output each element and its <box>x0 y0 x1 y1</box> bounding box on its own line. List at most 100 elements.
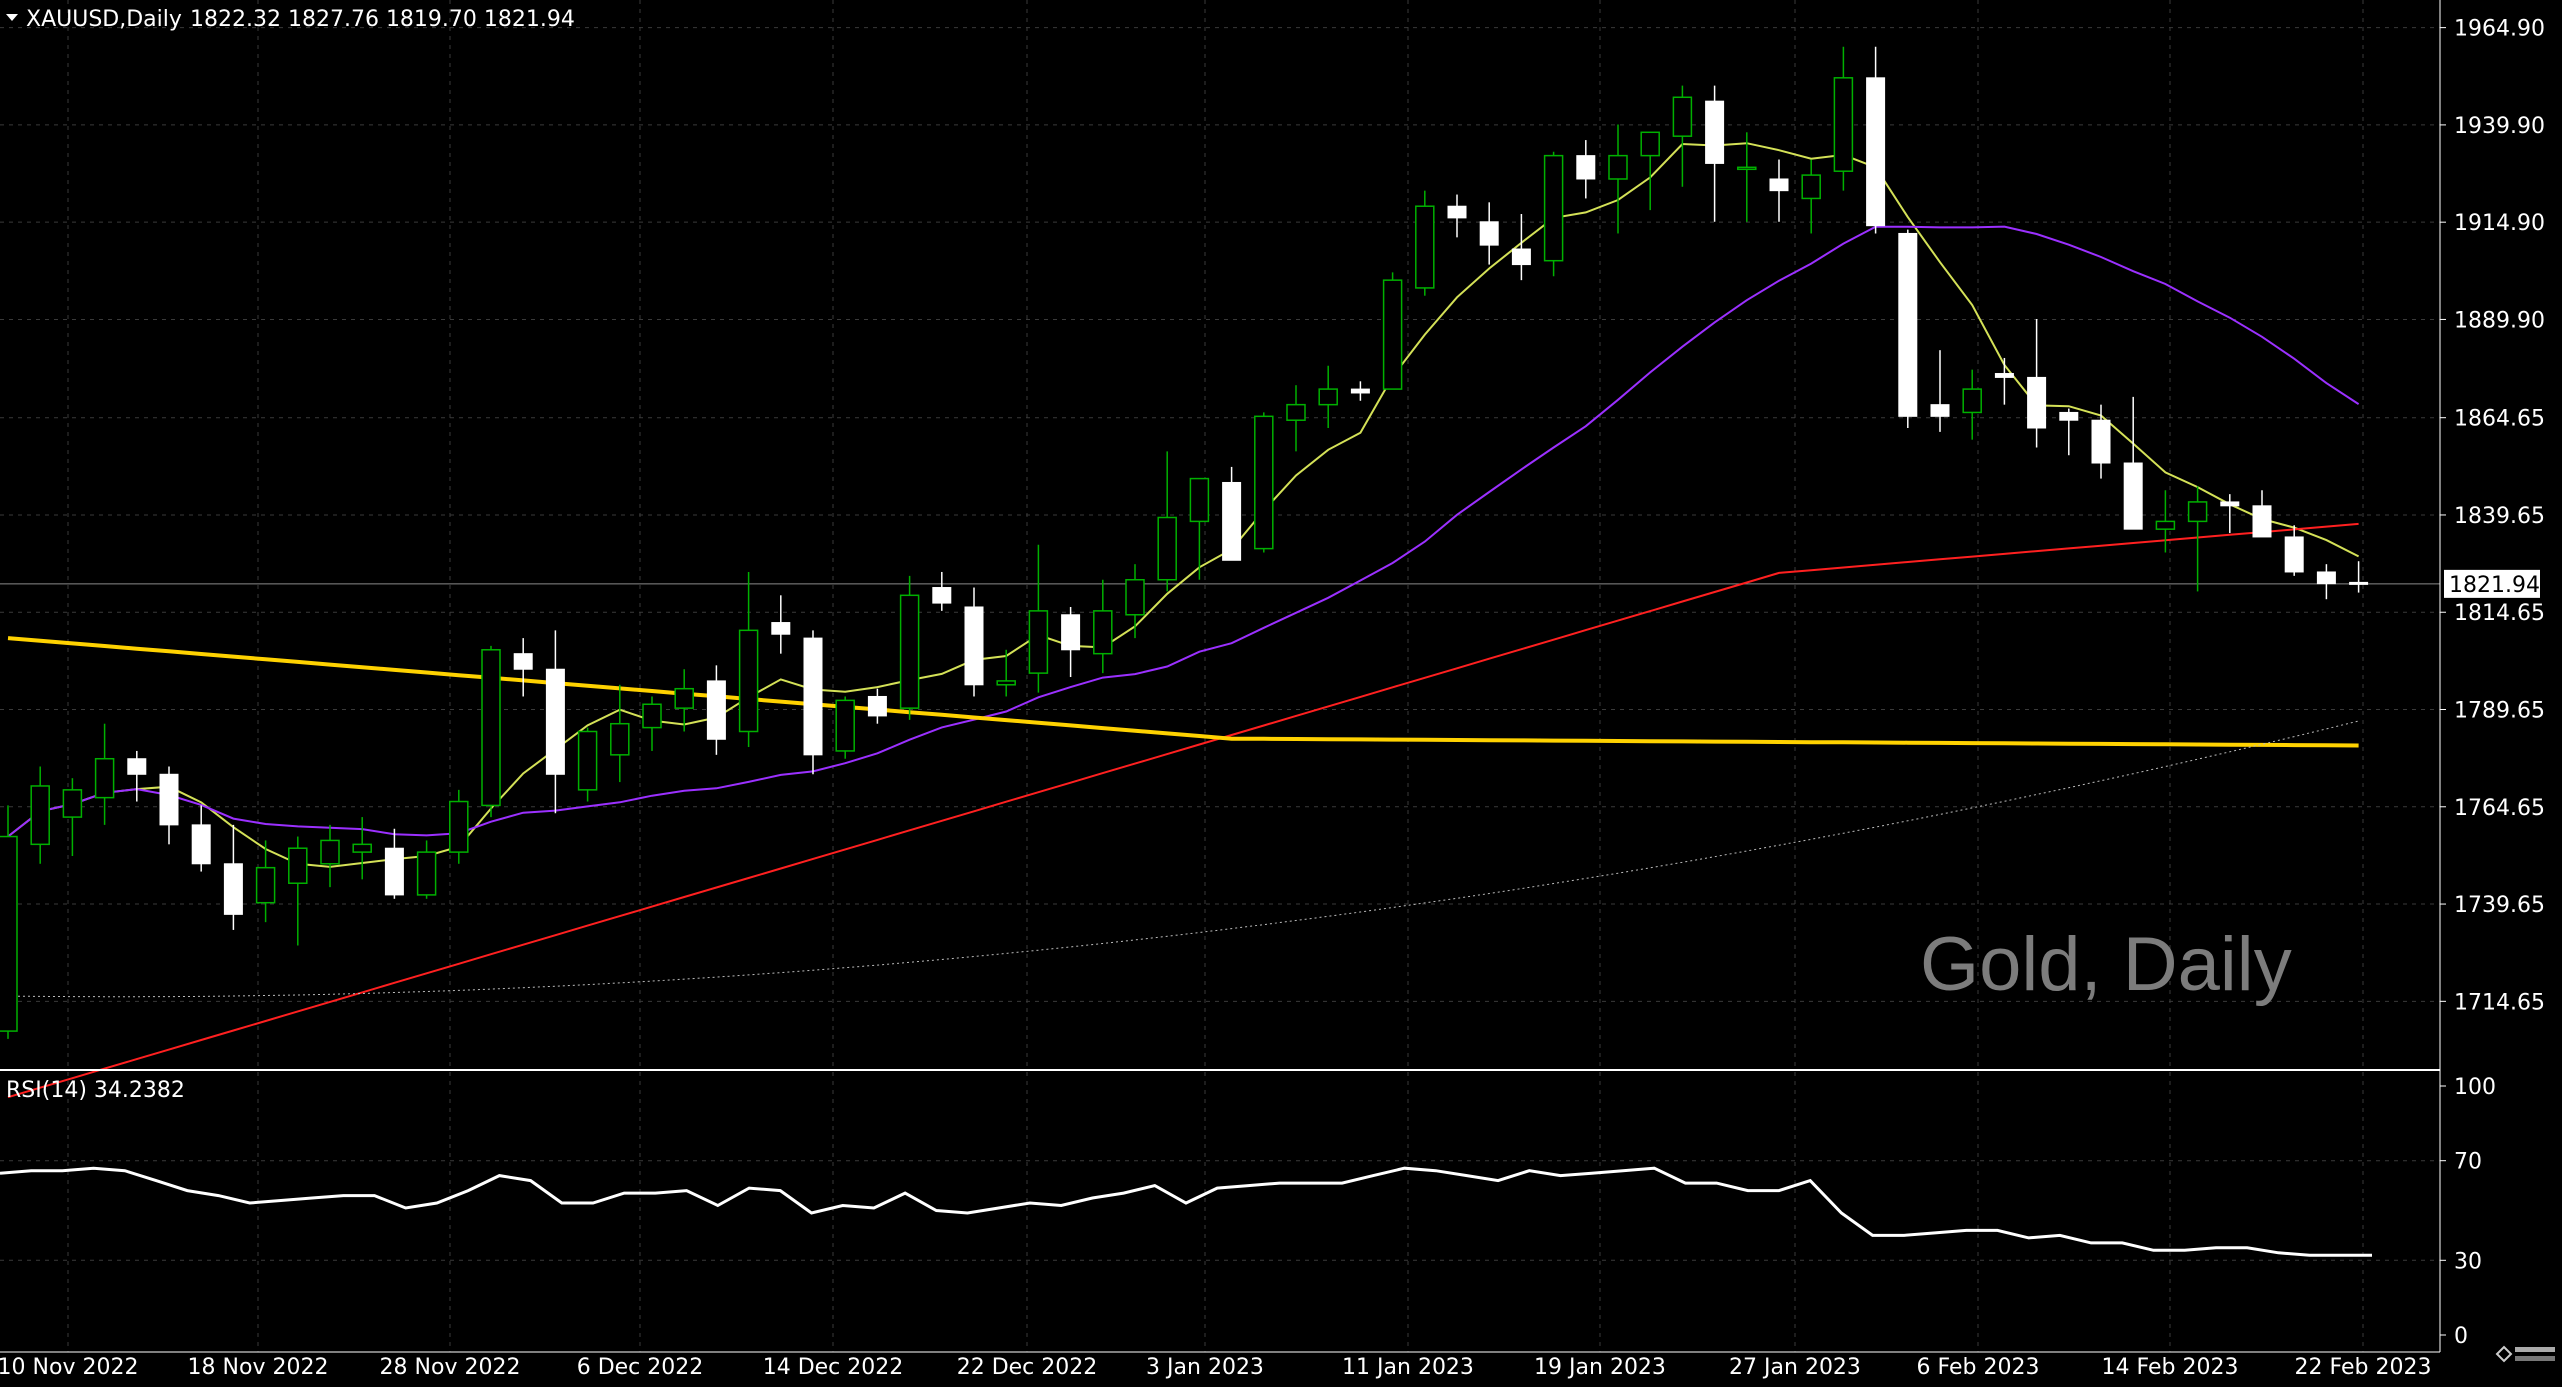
x-tick-label: 22 Dec 2022 <box>957 1355 1098 1380</box>
candle-bear[interactable] <box>2220 501 2240 507</box>
candle-bull[interactable] <box>1737 166 1757 171</box>
candle-bear[interactable] <box>1350 388 1370 394</box>
candle-bull[interactable] <box>320 839 340 865</box>
candle-bear[interactable] <box>1511 248 1531 266</box>
candle-bear[interactable] <box>2284 536 2304 573</box>
candlestick-series[interactable] <box>0 46 2369 1039</box>
y-tick-label: 1964.90 <box>2454 17 2545 42</box>
candle-bull[interactable] <box>481 649 501 807</box>
candle-bear[interactable] <box>803 637 823 756</box>
candle-bear[interactable] <box>1479 221 1499 246</box>
candle-bear[interactable] <box>1994 373 2014 378</box>
y-tick-label: 1864.65 <box>2454 407 2545 432</box>
candle-bull[interactable] <box>1318 388 1338 406</box>
candle-bull[interactable] <box>255 866 276 904</box>
candle-bull[interactable] <box>610 722 630 756</box>
candle-bull[interactable] <box>674 687 694 709</box>
rsi-tick-label: 30 <box>2454 1249 2482 1274</box>
candle-bear[interactable] <box>932 587 952 604</box>
candle-bear[interactable] <box>2349 581 2369 585</box>
candle-bull[interactable] <box>1543 154 1564 262</box>
candle-bull[interactable] <box>0 835 18 1032</box>
current-price-label: 1821.94 <box>2449 573 2540 598</box>
x-tick-label: 28 Nov 2022 <box>380 1355 521 1380</box>
candle-bear[interactable] <box>1866 77 1886 227</box>
candle-bull[interactable] <box>1672 96 1693 137</box>
candle-bull[interactable] <box>2155 520 2176 530</box>
x-tick-label: 14 Feb 2023 <box>2102 1355 2239 1380</box>
x-tick-label: 22 Feb 2023 <box>2295 1355 2432 1380</box>
candle-bull[interactable] <box>1028 610 1049 674</box>
x-tick-label: 10 Nov 2022 <box>0 1355 138 1380</box>
candle-bear[interactable] <box>1222 481 1242 561</box>
candle-bear[interactable] <box>1705 100 1725 164</box>
candle-bear[interactable] <box>2091 419 2111 464</box>
candle-bear[interactable] <box>384 847 404 896</box>
candle-bull[interactable] <box>899 594 920 709</box>
symbol-dropdown-icon[interactable] <box>6 14 18 21</box>
rsi-indicator-label: RSI(14) 34.2382 <box>6 1078 185 1103</box>
x-tick-label: 6 Feb 2023 <box>1917 1355 2040 1380</box>
candle-bull[interactable] <box>416 851 437 896</box>
candle-bear[interactable] <box>127 758 147 775</box>
candle-bear[interactable] <box>1576 155 1596 180</box>
rsi-tick-label: 100 <box>2454 1075 2496 1100</box>
candle-bear[interactable] <box>191 824 211 865</box>
candle-bull[interactable] <box>835 699 855 752</box>
candle-bull[interactable] <box>1415 205 1435 289</box>
candle-bull[interactable] <box>288 847 308 884</box>
candle-bear[interactable] <box>706 680 726 740</box>
candle-bull[interactable] <box>1608 154 1628 180</box>
candle-bull[interactable] <box>352 843 372 853</box>
candle-bear[interactable] <box>2316 571 2336 585</box>
x-tick-label: 11 Jan 2023 <box>1342 1355 1474 1380</box>
candle-bear[interactable] <box>1061 614 1081 651</box>
candle-bull[interactable] <box>1962 388 1982 414</box>
current-price-box <box>2444 569 2540 598</box>
candle-bear[interactable] <box>1930 404 1950 417</box>
candle-bull[interactable] <box>2187 501 2208 523</box>
candle-bull[interactable] <box>1640 131 1660 157</box>
y-tick-label: 1789.65 <box>2454 699 2545 724</box>
candle-bear[interactable] <box>2027 376 2047 429</box>
y-tick-label: 1914.90 <box>2454 211 2545 236</box>
current-price-marker: 1821.94 <box>2444 569 2540 598</box>
x-tick-label: 3 Jan 2023 <box>1146 1355 1264 1380</box>
candle-bull[interactable] <box>1157 516 1177 581</box>
candle-bear[interactable] <box>2059 411 2079 421</box>
candle-bear[interactable] <box>771 622 791 635</box>
candle-bear[interactable] <box>1898 232 1918 417</box>
candle-bear[interactable] <box>513 653 533 670</box>
candle-bull[interactable] <box>62 789 83 818</box>
candle-bull[interactable] <box>642 703 662 729</box>
candle-bear[interactable] <box>2123 462 2143 530</box>
candle-bull[interactable] <box>1125 578 1145 616</box>
candle-bear[interactable] <box>2252 505 2272 538</box>
candle-bear[interactable] <box>964 606 984 686</box>
candle-bull[interactable] <box>30 785 50 846</box>
candle-bull[interactable] <box>577 730 598 791</box>
y-tick-label: 1839.65 <box>2454 504 2545 529</box>
candle-bull[interactable] <box>1801 174 1821 200</box>
candle-bull[interactable] <box>996 680 1016 686</box>
candle-bear[interactable] <box>867 695 887 717</box>
candle-bear[interactable] <box>159 773 179 826</box>
candle-bear[interactable] <box>545 668 565 775</box>
candle-bull[interactable] <box>1382 279 1403 390</box>
candle-bull[interactable] <box>1189 477 1210 523</box>
candle-bull[interactable] <box>1286 403 1306 421</box>
grid-lines <box>0 0 2440 1352</box>
candle-bull[interactable] <box>1254 415 1274 550</box>
candle-bull[interactable] <box>94 757 115 799</box>
candle-bull[interactable] <box>1093 610 1113 655</box>
candle-bear[interactable] <box>1769 178 1789 192</box>
candle-bull[interactable] <box>738 629 759 733</box>
candle-bull[interactable] <box>1833 77 1854 172</box>
ma-dotted-line <box>7 720 2359 998</box>
candle-bear[interactable] <box>1447 205 1467 219</box>
candle-bull[interactable] <box>449 800 469 853</box>
y-tick-label: 1814.65 <box>2454 601 2545 626</box>
candle-bear[interactable] <box>223 863 243 915</box>
moving-averages <box>7 142 2360 1099</box>
